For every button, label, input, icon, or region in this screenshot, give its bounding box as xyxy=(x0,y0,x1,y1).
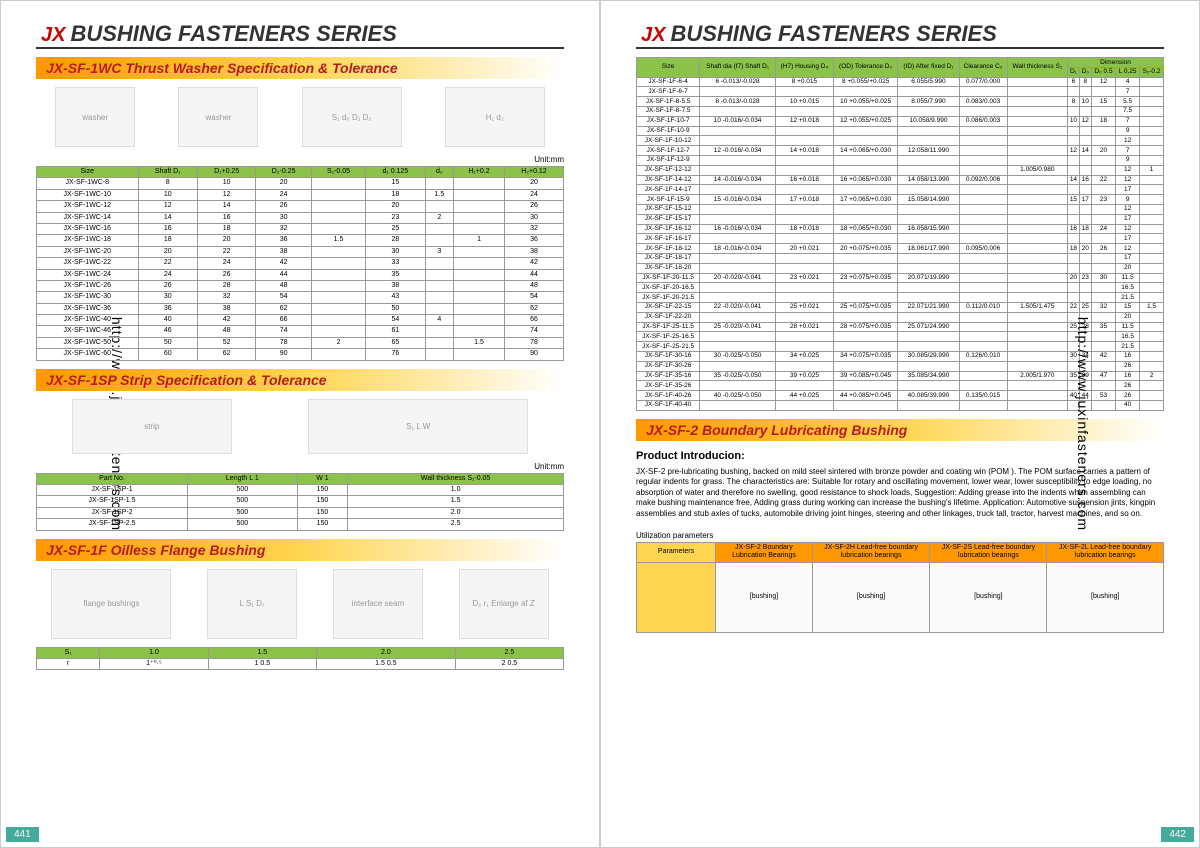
page-num-right: 442 xyxy=(1161,827,1194,842)
strip-img-1: strip xyxy=(72,399,232,454)
logo-icon-r: JX xyxy=(641,24,665,46)
washer-dim-2: H₁ d₂ xyxy=(445,87,545,147)
strip-dim: S₁ L W xyxy=(308,399,528,454)
section1-title: JX-SF-1WC Thrust Washer Specification & … xyxy=(36,57,564,79)
washer-dim-1: S₁ d₀ D₁ D₂ xyxy=(302,87,402,147)
table2: Part No.Length L 1W 1Wall thickness S₁-0… xyxy=(36,473,564,531)
unit1: Unit:mm xyxy=(36,155,564,164)
flange-img: flange bushings xyxy=(51,569,171,639)
page-num-left: 441 xyxy=(6,827,39,842)
page-left: JXBUSHING FASTENERS SERIES JX-SF-1WC Thr… xyxy=(0,0,600,848)
flange-dim-1: L S₁ D₁ xyxy=(207,569,297,639)
main-title-left: JXBUSHING FASTENERS SERIES xyxy=(36,21,564,49)
section2-title: JX-SF-1SP Strip Specification & Toleranc… xyxy=(36,369,564,391)
flange-dim-3: D₂ r₁ Enlarge af Z xyxy=(459,569,549,639)
url-right: http://www.juxinfasteners.com xyxy=(1075,317,1091,531)
table3: S₁1.01.52.02.5r1⁺⁰·⁵1 0.51.5 0.52 0.5 xyxy=(36,647,564,671)
washer-img-2: washer xyxy=(178,87,258,147)
unit2: Unit:mm xyxy=(36,462,564,471)
logo-icon: JX xyxy=(41,24,65,46)
params-table: ParametersJX-SF-2 Boundary Lubrication B… xyxy=(636,542,1164,633)
util-label: Utilization parameters xyxy=(636,531,1164,540)
flange-dim-2: interface seam xyxy=(333,569,423,639)
washer-img-1: washer xyxy=(55,87,135,147)
main-title-right: JXBUSHING FASTENERS SERIES xyxy=(636,21,1164,49)
table1: SizeShaft D₁D₁+0.25D₂-0.25S₁-0.05d₁ 0.12… xyxy=(36,166,564,361)
section3-title: JX-SF-1F Oilless Flange Bushing xyxy=(36,539,564,561)
page-right: JXBUSHING FASTENERS SERIES SizeShaft dia… xyxy=(600,0,1200,848)
